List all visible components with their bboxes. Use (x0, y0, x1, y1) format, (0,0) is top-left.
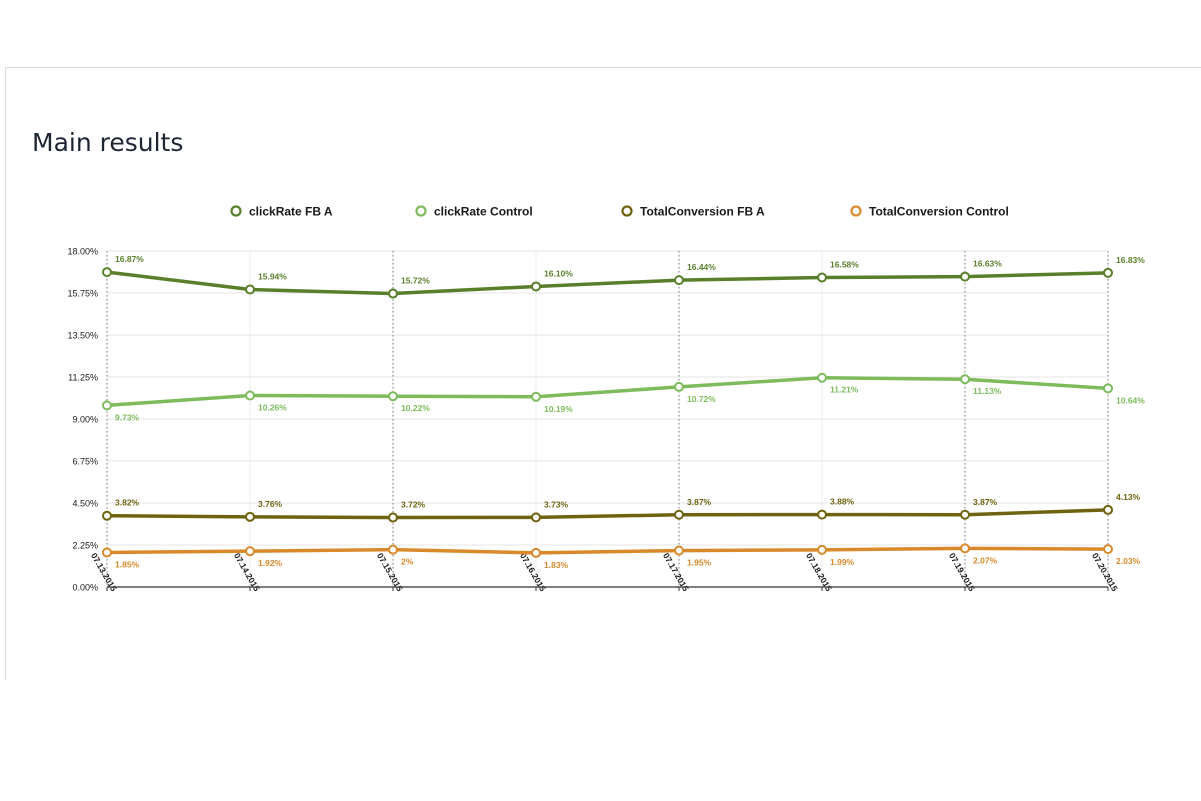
series: 9.73% 10.26% 10.22% 10.19% 10.72% 11.21% 11.13… (102, 372, 1145, 422)
data-point[interactable] (674, 545, 684, 556)
y-tick-label: 18.00% (67, 247, 98, 257)
y-tick-label: 6.75% (72, 457, 98, 467)
data-label: 3.82% (115, 498, 140, 508)
data-label: 3.87% (973, 497, 998, 507)
data-label: 16.10% (544, 268, 573, 278)
data-label: 16.58% (830, 260, 859, 270)
y-tick-label: 15.75% (67, 289, 98, 299)
data-point[interactable] (531, 391, 541, 402)
data-point[interactable] (388, 288, 398, 299)
data-point[interactable] (388, 391, 398, 402)
data-label: 2% (401, 557, 414, 567)
data-label: 16.44% (687, 262, 716, 272)
data-point[interactable] (1103, 504, 1113, 515)
data-label: 10.19% (544, 404, 573, 414)
data-label: 2.07% (973, 555, 998, 565)
series-group: 16.87% 15.94% 15.72% 16.10% 16.44% 16.58% 16.6… (102, 254, 1145, 570)
legend: clickRate FB A clickRate Control TotalConv… (230, 205, 1009, 219)
data-point[interactable] (817, 509, 827, 520)
legend-label[interactable]: TotalConversion Control (869, 205, 1009, 219)
data-point[interactable] (388, 512, 398, 523)
data-label: 1.95% (687, 558, 712, 568)
data-label: 11.21% (830, 385, 859, 395)
data-point[interactable] (674, 509, 684, 520)
data-point[interactable] (245, 284, 255, 295)
data-label: 3.88% (830, 497, 855, 507)
data-point[interactable] (531, 512, 541, 523)
data-point[interactable] (1103, 383, 1113, 394)
series: 16.87% 15.94% 15.72% 16.10% 16.44% 16.58% 16.6… (102, 254, 1145, 299)
data-point[interactable] (102, 267, 112, 278)
axes: 0.00% 2.25% 4.50% 6.75% 9.00% 11.25% 13.50% 15.… (67, 247, 1120, 594)
data-point[interactable] (960, 509, 970, 520)
data-point[interactable] (245, 511, 255, 522)
data-label: 10.22% (401, 403, 430, 413)
y-tick-label: 9.00% (72, 415, 98, 425)
data-point[interactable] (1103, 544, 1113, 555)
y-tick-label: 2.25% (72, 541, 98, 551)
data-point[interactable] (102, 400, 112, 411)
legend-marker (415, 205, 427, 217)
data-label: 10.64% (1116, 395, 1145, 405)
data-point[interactable] (388, 544, 398, 555)
data-label: 15.72% (401, 276, 430, 286)
data-label: 1.85% (115, 559, 140, 569)
data-label: 1.92% (258, 558, 283, 568)
series: 1.85% 1.92% 2% 1.83% 1.95% 1.99% 2.07% 2.03% (102, 543, 1141, 570)
data-label: 2.03% (1116, 556, 1141, 566)
data-point[interactable] (531, 547, 541, 558)
legend-marker (230, 205, 242, 217)
legend-marker (850, 205, 862, 217)
y-tick-label: 0.00% (72, 583, 98, 593)
legend-label[interactable]: TotalConversion FB A (640, 205, 765, 219)
data-label: 4.13% (1116, 492, 1141, 502)
data-point[interactable] (960, 271, 970, 282)
data-label: 3.76% (258, 499, 283, 509)
data-point[interactable] (245, 390, 255, 401)
data-point[interactable] (674, 381, 684, 392)
data-label: 1.99% (830, 557, 855, 567)
data-label: 16.63% (973, 259, 1002, 269)
data-label: 10.26% (258, 402, 287, 412)
legend-marker (621, 205, 633, 217)
page-title: Main results (32, 128, 184, 157)
data-point[interactable] (531, 281, 541, 292)
series-line (105, 508, 1110, 520)
data-label: 3.87% (687, 497, 712, 507)
data-point[interactable] (1103, 267, 1113, 278)
data-point[interactable] (960, 374, 970, 385)
data-label: 10.72% (687, 394, 716, 404)
series-line (105, 270, 1110, 296)
y-tick-label: 13.50% (67, 331, 98, 341)
data-label: 16.83% (1116, 255, 1145, 265)
data-point[interactable] (245, 546, 255, 557)
chart-panel (5, 67, 1201, 680)
data-point[interactable] (817, 544, 827, 555)
y-tick-label: 4.50% (72, 499, 98, 509)
series: 3.82% 3.76% 3.72% 3.73% 3.87% 3.88% 3.87% 4.13% (102, 492, 1141, 523)
data-label: 15.94% (258, 271, 287, 281)
data-label: 3.73% (544, 499, 569, 509)
data-label: 9.73% (115, 412, 140, 422)
series-line (105, 375, 1110, 408)
data-point[interactable] (102, 510, 112, 521)
data-point[interactable] (960, 543, 970, 554)
data-label: 3.72% (401, 500, 426, 510)
data-point[interactable] (674, 275, 684, 286)
data-label: 11.13% (973, 386, 1002, 396)
data-point[interactable] (102, 547, 112, 558)
legend-label[interactable]: clickRate Control (434, 205, 533, 219)
series-line (105, 546, 1110, 555)
data-point[interactable] (817, 372, 827, 383)
legend-label[interactable]: clickRate FB A (249, 205, 333, 219)
data-label: 16.87% (115, 254, 144, 264)
y-tick-label: 11.25% (68, 373, 98, 383)
grid (106, 250, 1109, 587)
data-point[interactable] (817, 272, 827, 283)
data-label: 1.83% (544, 560, 569, 570)
